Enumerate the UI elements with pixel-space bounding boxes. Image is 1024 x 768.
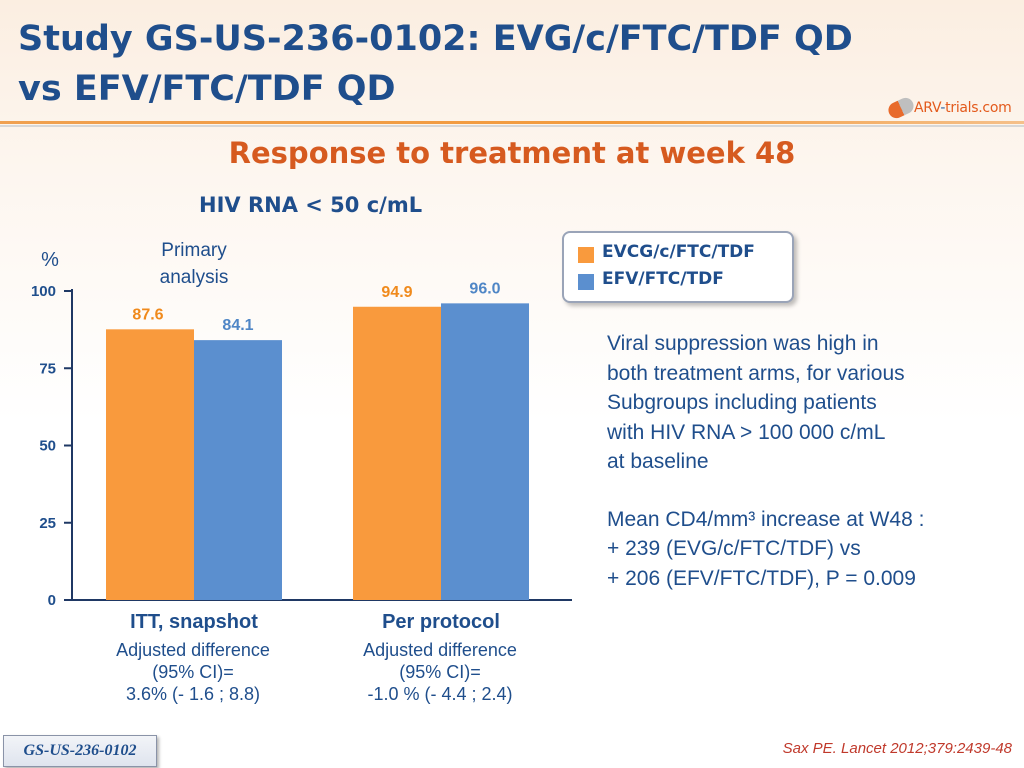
bar	[194, 340, 282, 600]
bar	[353, 306, 441, 600]
data-label: 96.0	[469, 280, 500, 297]
category-note: Adjusted difference (95% CI)= -1.0 % (- 4.…	[363, 640, 517, 704]
slide-subtitle: Response to treatment at week 48	[228, 136, 796, 170]
legend-swatch-efv	[578, 274, 594, 290]
legend-swatch-evg	[578, 247, 594, 263]
arv-trials-logo: ARV-trials.com	[885, 95, 1018, 122]
legend-label-efv: EFV/FTC/TDF	[602, 269, 724, 289]
capsule-icon	[885, 95, 917, 121]
bar	[106, 329, 194, 600]
bar	[441, 303, 529, 600]
title-divider-orange	[0, 121, 1024, 124]
slide-title: Study GS-US-236-0102: EVG/c/FTC/TDF QD v…	[18, 19, 853, 109]
legend-label-evg: EVCG/c/FTC/TDF	[602, 242, 755, 262]
note-cd4-increase: Mean CD4/mm³ increase at W48 : + 239 (EV…	[607, 507, 925, 590]
findings-notes: Viral suppression was high in both treat…	[607, 329, 1007, 621]
primary-analysis-annotation: Primary analysis	[160, 240, 229, 288]
note-viral-suppression: Viral suppression was high in both treat…	[607, 332, 905, 473]
x-category-label: ITT, snapshot	[130, 611, 258, 633]
y-axis-label: %	[41, 249, 59, 271]
y-tick-label: 75	[39, 360, 56, 377]
data-label: 94.9	[381, 284, 412, 301]
citation: Sax PE. Lancet 2012;379:2439-48	[782, 740, 1012, 757]
data-label: 84.1	[222, 317, 253, 334]
study-badge: GS-US-236-0102	[3, 735, 157, 767]
y-tick-label: 25	[39, 515, 56, 532]
y-tick-label: 50	[39, 438, 56, 455]
chart-title: HIV RNA < 50 c/mL	[199, 193, 423, 217]
data-label: 87.6	[132, 306, 163, 323]
x-category-label: Per protocol	[382, 611, 500, 633]
y-tick-label: 0	[48, 592, 56, 609]
y-tick-label: 100	[31, 283, 56, 300]
title-divider-gray	[0, 125, 1024, 127]
category-note: Adjusted difference (95% CI)= 3.6% (- 1.6 …	[116, 640, 270, 704]
logo-text: ARV-trials.com	[914, 100, 1012, 116]
chart-legend: EVCG/c/FTC/TDF EFV/FTC/TDF	[562, 231, 794, 303]
